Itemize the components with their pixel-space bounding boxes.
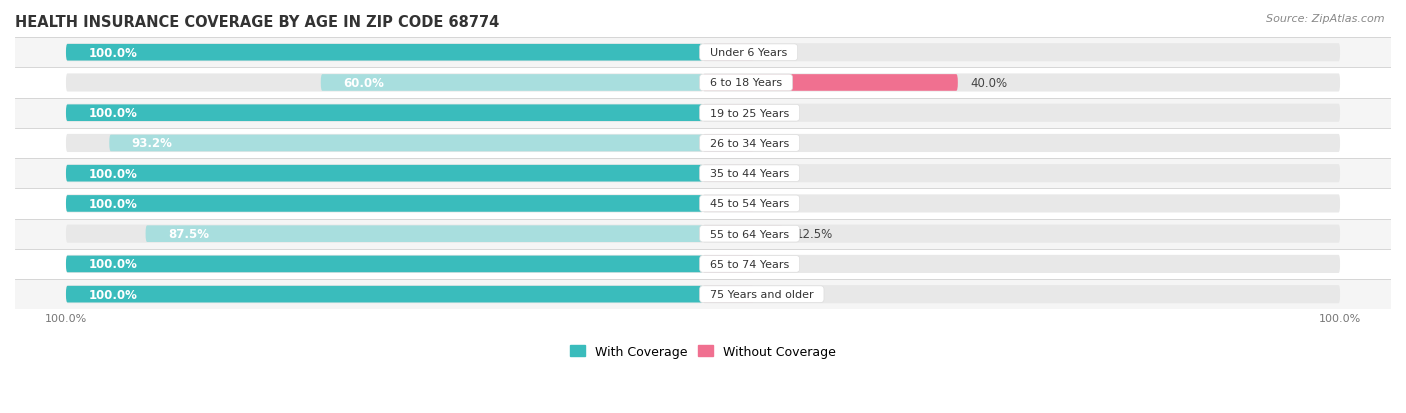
FancyBboxPatch shape bbox=[703, 75, 957, 92]
Text: Under 6 Years: Under 6 Years bbox=[703, 48, 794, 58]
FancyBboxPatch shape bbox=[703, 135, 1340, 153]
Bar bbox=[15, 159, 1391, 189]
FancyBboxPatch shape bbox=[66, 104, 703, 123]
Text: 0.0%: 0.0% bbox=[766, 47, 796, 59]
FancyBboxPatch shape bbox=[66, 165, 703, 183]
Text: 100.0%: 100.0% bbox=[89, 167, 138, 180]
Text: 100.0%: 100.0% bbox=[89, 258, 138, 271]
Text: 19 to 25 Years: 19 to 25 Years bbox=[703, 109, 796, 119]
Text: 0.0%: 0.0% bbox=[766, 107, 796, 120]
FancyBboxPatch shape bbox=[703, 135, 754, 152]
FancyBboxPatch shape bbox=[66, 166, 703, 182]
FancyBboxPatch shape bbox=[703, 196, 754, 212]
FancyBboxPatch shape bbox=[703, 285, 1340, 304]
FancyBboxPatch shape bbox=[66, 196, 703, 212]
Text: 0.0%: 0.0% bbox=[766, 258, 796, 271]
Bar bbox=[15, 249, 1391, 279]
FancyBboxPatch shape bbox=[703, 44, 1340, 62]
FancyBboxPatch shape bbox=[703, 226, 783, 242]
FancyBboxPatch shape bbox=[703, 286, 754, 303]
Text: 100.0%: 100.0% bbox=[89, 47, 138, 59]
FancyBboxPatch shape bbox=[66, 45, 703, 62]
FancyBboxPatch shape bbox=[703, 166, 754, 182]
Text: 35 to 44 Years: 35 to 44 Years bbox=[703, 169, 796, 179]
FancyBboxPatch shape bbox=[66, 135, 703, 153]
Text: 0.0%: 0.0% bbox=[766, 167, 796, 180]
Text: 6.8%: 6.8% bbox=[766, 137, 796, 150]
Text: HEALTH INSURANCE COVERAGE BY AGE IN ZIP CODE 68774: HEALTH INSURANCE COVERAGE BY AGE IN ZIP … bbox=[15, 15, 499, 30]
Text: 12.5%: 12.5% bbox=[796, 228, 832, 241]
FancyBboxPatch shape bbox=[66, 255, 703, 273]
Text: 65 to 74 Years: 65 to 74 Years bbox=[703, 259, 796, 269]
Bar bbox=[15, 68, 1391, 98]
Text: 100.0%: 100.0% bbox=[89, 288, 138, 301]
Text: 75 Years and older: 75 Years and older bbox=[703, 290, 821, 299]
FancyBboxPatch shape bbox=[703, 105, 754, 122]
Text: 55 to 64 Years: 55 to 64 Years bbox=[703, 229, 796, 239]
Text: Source: ZipAtlas.com: Source: ZipAtlas.com bbox=[1267, 14, 1385, 24]
Legend: With Coverage, Without Coverage: With Coverage, Without Coverage bbox=[565, 340, 841, 363]
FancyBboxPatch shape bbox=[66, 256, 703, 273]
Text: 40.0%: 40.0% bbox=[970, 77, 1008, 90]
FancyBboxPatch shape bbox=[66, 285, 703, 304]
FancyBboxPatch shape bbox=[66, 286, 703, 303]
FancyBboxPatch shape bbox=[66, 44, 703, 62]
FancyBboxPatch shape bbox=[703, 74, 1340, 93]
Text: 26 to 34 Years: 26 to 34 Years bbox=[703, 139, 796, 149]
Text: 0.0%: 0.0% bbox=[766, 288, 796, 301]
Text: 0.0%: 0.0% bbox=[766, 197, 796, 211]
FancyBboxPatch shape bbox=[66, 225, 703, 243]
FancyBboxPatch shape bbox=[66, 105, 703, 122]
Text: 6 to 18 Years: 6 to 18 Years bbox=[703, 78, 789, 88]
FancyBboxPatch shape bbox=[110, 135, 703, 152]
Text: 60.0%: 60.0% bbox=[343, 77, 384, 90]
FancyBboxPatch shape bbox=[321, 75, 703, 92]
FancyBboxPatch shape bbox=[703, 165, 1340, 183]
FancyBboxPatch shape bbox=[66, 74, 703, 93]
FancyBboxPatch shape bbox=[703, 45, 754, 62]
Text: 100.0%: 100.0% bbox=[89, 107, 138, 120]
FancyBboxPatch shape bbox=[146, 226, 703, 242]
Text: 100.0%: 100.0% bbox=[89, 197, 138, 211]
FancyBboxPatch shape bbox=[703, 255, 1340, 273]
Text: 93.2%: 93.2% bbox=[132, 137, 173, 150]
Bar bbox=[15, 219, 1391, 249]
FancyBboxPatch shape bbox=[703, 104, 1340, 123]
FancyBboxPatch shape bbox=[703, 225, 1340, 243]
Bar bbox=[15, 38, 1391, 68]
Bar bbox=[15, 98, 1391, 128]
Bar bbox=[15, 128, 1391, 159]
Text: 45 to 54 Years: 45 to 54 Years bbox=[703, 199, 796, 209]
FancyBboxPatch shape bbox=[703, 195, 1340, 213]
Text: 87.5%: 87.5% bbox=[167, 228, 209, 241]
FancyBboxPatch shape bbox=[66, 195, 703, 213]
FancyBboxPatch shape bbox=[703, 256, 754, 273]
Bar bbox=[15, 279, 1391, 309]
Bar bbox=[15, 189, 1391, 219]
